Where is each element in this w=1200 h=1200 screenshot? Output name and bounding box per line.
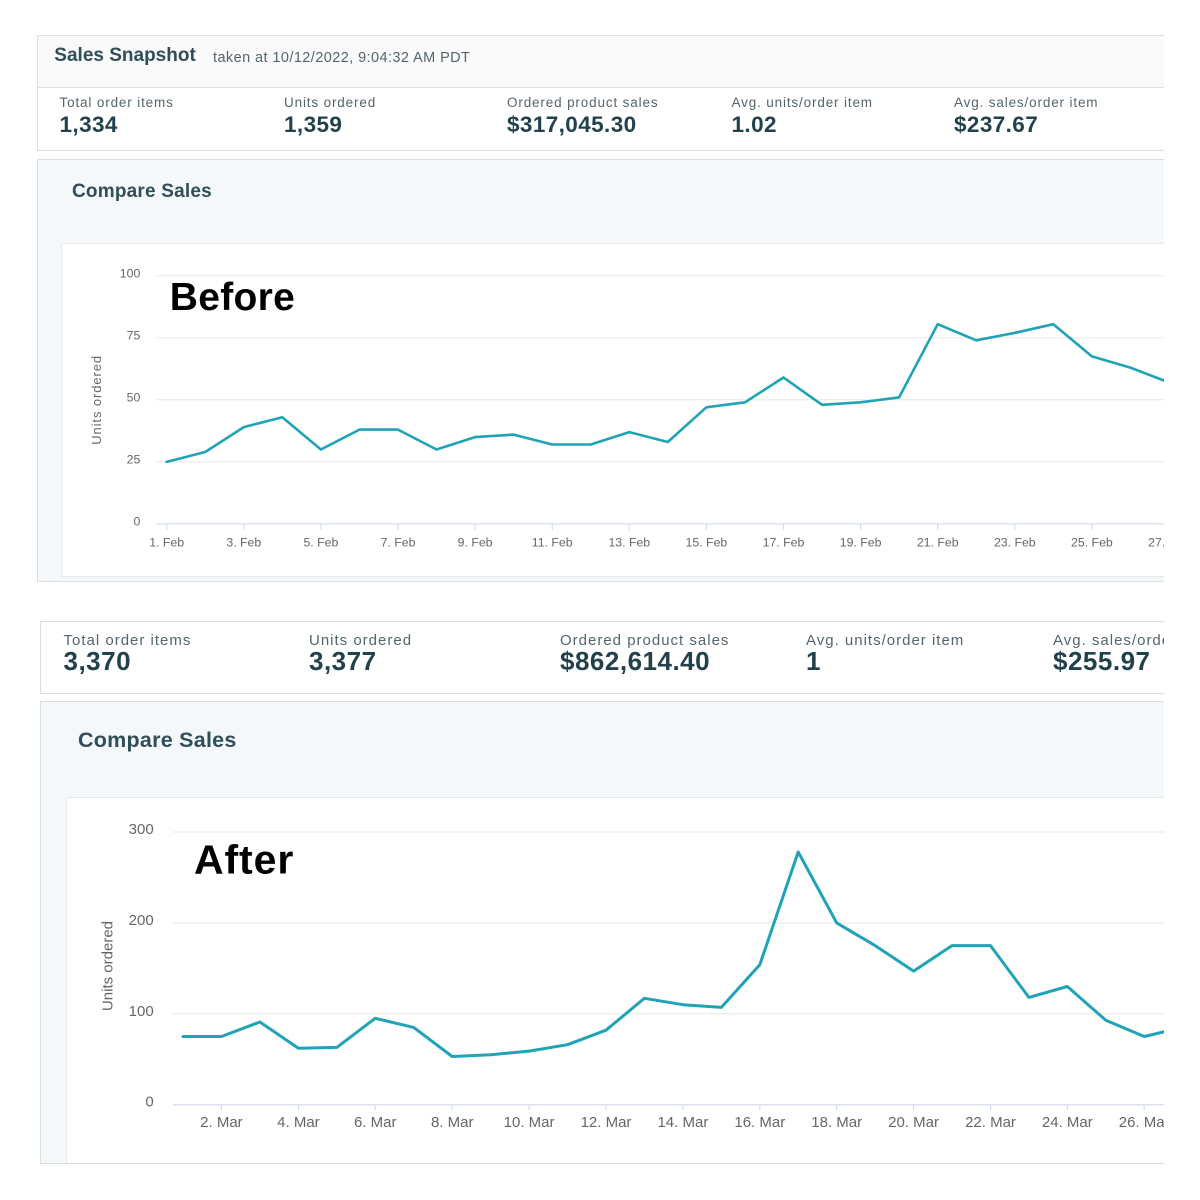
svg-text:0: 0 [145,1093,153,1110]
svg-text:5. Feb: 5. Feb [303,535,338,549]
svg-text:0: 0 [133,514,140,528]
svg-text:Before: Before [169,276,294,319]
svg-text:20. Mar: 20. Mar [888,1113,939,1130]
svg-text:4. Mar: 4. Mar [277,1113,320,1130]
svg-text:100: 100 [119,266,140,280]
svg-text:23. Feb: 23. Feb [993,535,1035,549]
svg-text:18. Mar: 18. Mar [811,1113,862,1130]
svg-text:7. Feb: 7. Feb [380,535,415,549]
svg-text:27. Feb: 27. Feb [1148,535,1164,549]
svg-text:9. Feb: 9. Feb [457,535,492,549]
svg-text:12. Mar: 12. Mar [580,1113,631,1130]
svg-text:Units ordered: Units ordered [89,355,104,445]
svg-text:10. Mar: 10. Mar [503,1113,554,1130]
svg-text:300: 300 [128,821,153,838]
svg-text:6. Mar: 6. Mar [353,1113,396,1130]
svg-text:8. Mar: 8. Mar [430,1113,473,1130]
svg-text:Units ordered: Units ordered [99,920,116,1010]
svg-text:75: 75 [126,328,140,342]
svg-text:22. Mar: 22. Mar [965,1113,1016,1130]
svg-text:17. Feb: 17. Feb [762,535,804,549]
svg-text:100: 100 [128,1002,153,1019]
svg-text:24. Mar: 24. Mar [1041,1113,1092,1130]
svg-text:21. Feb: 21. Feb [916,535,958,549]
svg-text:13. Feb: 13. Feb [608,535,650,549]
svg-text:25: 25 [126,452,140,466]
svg-text:15. Feb: 15. Feb [685,535,727,549]
svg-text:14. Mar: 14. Mar [657,1113,708,1130]
svg-text:After: After [194,836,294,882]
svg-text:200: 200 [128,911,153,928]
svg-text:50: 50 [126,390,140,404]
svg-text:19. Feb: 19. Feb [839,535,881,549]
svg-text:3. Feb: 3. Feb [226,535,261,549]
svg-text:16. Mar: 16. Mar [734,1113,785,1130]
svg-text:2. Mar: 2. Mar [200,1113,243,1130]
svg-text:11. Feb: 11. Feb [531,535,572,549]
svg-text:26. Mar: 26. Mar [1118,1113,1164,1130]
svg-text:1. Feb: 1. Feb [149,535,184,549]
svg-text:25. Feb: 25. Feb [1071,535,1113,549]
